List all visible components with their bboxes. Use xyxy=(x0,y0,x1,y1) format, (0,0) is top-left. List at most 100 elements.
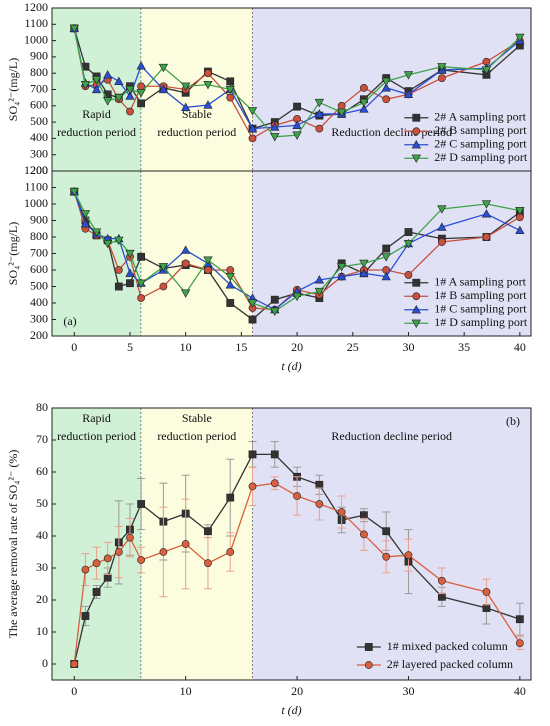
marker xyxy=(181,102,191,112)
marker xyxy=(481,200,492,209)
series-line xyxy=(73,28,521,140)
marker xyxy=(270,133,280,142)
y-tick-label: 10 xyxy=(36,624,48,638)
marker xyxy=(137,500,146,508)
marker xyxy=(136,279,146,288)
x-axis-label: t (d) xyxy=(281,359,301,373)
marker xyxy=(270,479,279,488)
marker xyxy=(381,253,391,262)
marker xyxy=(181,245,191,254)
marker xyxy=(70,660,79,668)
marker xyxy=(248,315,257,324)
series-line xyxy=(73,482,521,665)
region-label: Rapid xyxy=(82,107,111,121)
region-label: Stable xyxy=(182,411,212,425)
marker xyxy=(80,80,91,90)
region-label: reduction period xyxy=(57,429,136,443)
marker xyxy=(159,282,168,291)
series-line xyxy=(73,28,521,130)
region-label: Reduction decline period xyxy=(331,429,452,443)
y-tick-label: 300 xyxy=(30,146,48,160)
y-tick-label: 30 xyxy=(36,560,48,574)
marker xyxy=(103,70,113,79)
marker xyxy=(437,238,446,246)
marker xyxy=(515,33,525,43)
region xyxy=(141,171,253,336)
marker xyxy=(203,100,213,109)
marker xyxy=(137,99,146,108)
marker xyxy=(158,84,169,94)
marker xyxy=(315,124,324,133)
marker xyxy=(315,480,324,489)
series-line xyxy=(73,191,520,312)
marker xyxy=(114,282,123,291)
marker xyxy=(125,85,135,95)
marker xyxy=(359,259,369,269)
marker xyxy=(137,556,146,564)
legend-label: 1# mixed packed column xyxy=(387,639,508,653)
legend-marker xyxy=(411,319,421,329)
x-tick-label: 0 xyxy=(71,684,77,698)
marker xyxy=(360,530,368,539)
x-axis-label: t (d) xyxy=(281,703,301,717)
x-tick-label: 15 xyxy=(235,340,247,354)
marker xyxy=(247,123,258,133)
marker xyxy=(382,527,391,536)
region-label: reduction period xyxy=(157,429,236,443)
marker xyxy=(293,102,301,111)
marker xyxy=(382,95,391,104)
marker xyxy=(226,77,235,86)
y-axis-label: SO₄²⁻(mg/L) xyxy=(6,222,20,285)
marker xyxy=(337,101,346,110)
x-tick-label: 10 xyxy=(180,340,192,354)
legend-label: 2# C sampling port xyxy=(434,137,527,151)
y-tick-label: 80 xyxy=(36,400,48,414)
y-tick-label: 600 xyxy=(30,262,48,276)
marker xyxy=(136,89,146,98)
y-tick-label: 1200 xyxy=(24,163,48,177)
y-axis-label: SO₄²⁻(mg/L) xyxy=(6,58,20,121)
region xyxy=(252,408,531,680)
marker xyxy=(381,271,391,281)
marker xyxy=(137,294,146,302)
x-tick-label: 20 xyxy=(291,340,303,354)
marker xyxy=(482,588,491,596)
marker xyxy=(404,228,413,236)
marker xyxy=(404,551,413,560)
legend-label: 1# A sampling port xyxy=(434,275,526,289)
y-tick-label: 40 xyxy=(36,528,48,542)
x-tick-label: 0 xyxy=(71,340,77,354)
marker xyxy=(114,236,124,246)
marker xyxy=(515,206,525,216)
marker xyxy=(103,554,112,563)
marker xyxy=(114,76,124,85)
legend-label: 2# layered packed column xyxy=(387,657,513,671)
x-tick-label: 40 xyxy=(514,684,526,698)
marker xyxy=(482,233,491,241)
marker xyxy=(181,540,190,548)
marker xyxy=(204,266,212,274)
marker xyxy=(225,272,235,282)
marker xyxy=(360,511,368,520)
marker xyxy=(314,98,324,108)
series-line xyxy=(73,28,521,130)
legend-label: 1# C sampling port xyxy=(434,302,527,316)
marker xyxy=(437,576,446,585)
marker xyxy=(226,493,235,502)
series-line xyxy=(73,191,521,311)
marker xyxy=(437,74,446,82)
y-tick-label: 200 xyxy=(30,328,48,342)
marker xyxy=(103,239,113,249)
x-tick-label: 30 xyxy=(402,340,414,354)
legend-marker xyxy=(411,304,421,314)
y-tick-label: 800 xyxy=(30,65,48,79)
y-tick-label: 70 xyxy=(36,432,48,446)
y-tick-label: 1200 xyxy=(24,0,48,14)
marker xyxy=(91,84,102,94)
marker xyxy=(247,299,258,308)
marker xyxy=(69,188,79,197)
marker xyxy=(515,639,524,648)
panel-label: (a) xyxy=(63,314,76,328)
x-tick-label: 5 xyxy=(127,340,133,354)
